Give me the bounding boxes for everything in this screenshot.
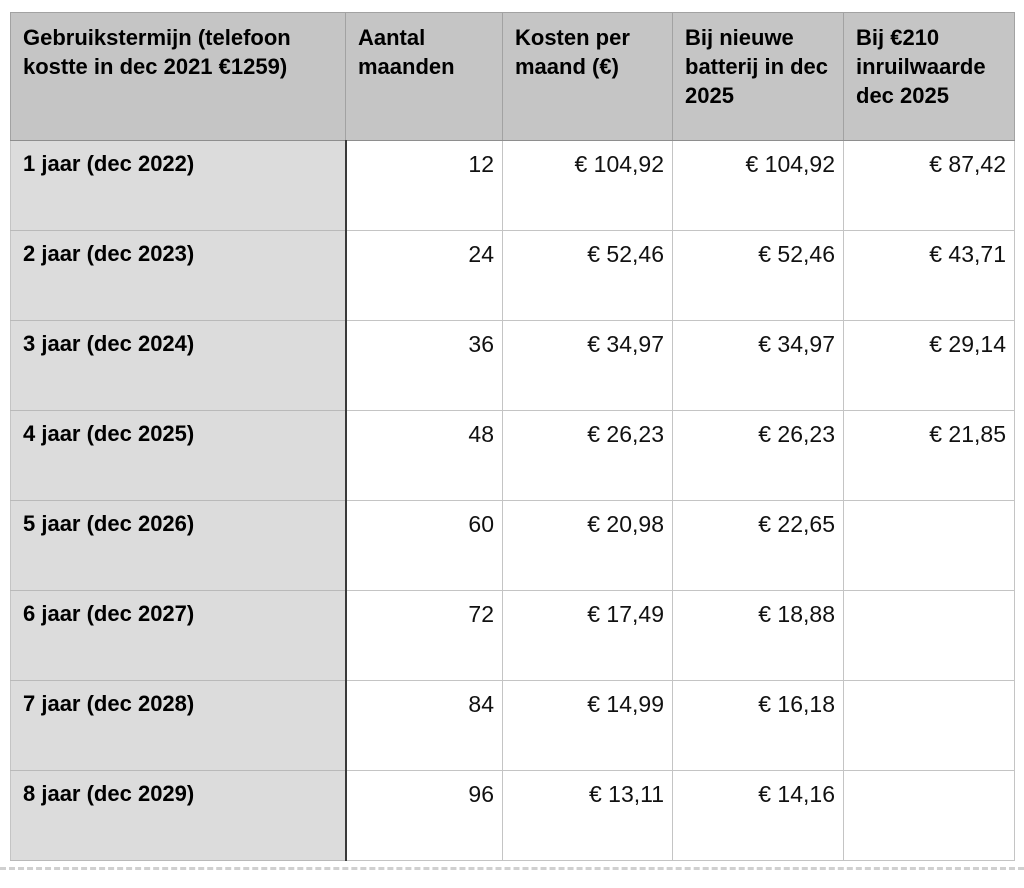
header-cell-gebruikstermijn: Gebruikstermijn (telefoon kostte in dec … [10, 12, 346, 141]
table-row: 1 jaar (dec 2022) 12 € 104,92 € 104,92 €… [10, 140, 1015, 231]
cost-per-month-cell: € 20,98 [502, 500, 673, 591]
months-cell: 24 [345, 230, 503, 321]
cost-per-month-cell: € 14,99 [502, 680, 673, 771]
row-label-cell: 2 jaar (dec 2023) [10, 230, 347, 321]
row-label-cell: 8 jaar (dec 2029) [10, 770, 347, 861]
cost-per-month-cell: € 52,46 [502, 230, 673, 321]
table-row: 5 jaar (dec 2026) 60 € 20,98 € 22,65 [10, 500, 1015, 591]
months-cell: 96 [345, 770, 503, 861]
row-label-cell: 4 jaar (dec 2025) [10, 410, 347, 501]
months-cell: 48 [345, 410, 503, 501]
new-battery-cell: € 104,92 [672, 140, 844, 231]
table-row: 3 jaar (dec 2024) 36 € 34,97 € 34,97 € 2… [10, 320, 1015, 411]
trade-in-cell: € 87,42 [843, 140, 1015, 231]
new-battery-cell: € 18,88 [672, 590, 844, 681]
trade-in-cell [843, 770, 1015, 861]
new-battery-cell: € 22,65 [672, 500, 844, 591]
cost-per-month-cell: € 17,49 [502, 590, 673, 681]
new-battery-cell: € 26,23 [672, 410, 844, 501]
header-cell-nieuwe-batterij: Bij nieuwe batterij in dec 2025 [672, 12, 844, 141]
trade-in-cell: € 43,71 [843, 230, 1015, 321]
header-cell-inruilwaarde: Bij €210 inruilwaarde dec 2025 [843, 12, 1015, 141]
cost-per-month-cell: € 13,11 [502, 770, 673, 861]
phone-cost-table: Gebruikstermijn (telefoon kostte in dec … [10, 12, 1015, 861]
table-row: 8 jaar (dec 2029) 96 € 13,11 € 14,16 [10, 770, 1015, 861]
cost-per-month-cell: € 34,97 [502, 320, 673, 411]
row-label-cell: 5 jaar (dec 2026) [10, 500, 347, 591]
table-row: 4 jaar (dec 2025) 48 € 26,23 € 26,23 € 2… [10, 410, 1015, 501]
row-label-cell: 7 jaar (dec 2028) [10, 680, 347, 771]
new-battery-cell: € 34,97 [672, 320, 844, 411]
trade-in-cell [843, 590, 1015, 681]
table-row: 2 jaar (dec 2023) 24 € 52,46 € 52,46 € 4… [10, 230, 1015, 321]
header-cell-kosten-per-maand: Kosten per maand (€) [502, 12, 673, 141]
bottom-dashed-divider [0, 867, 1024, 870]
new-battery-cell: € 52,46 [672, 230, 844, 321]
months-cell: 36 [345, 320, 503, 411]
row-label-cell: 3 jaar (dec 2024) [10, 320, 347, 411]
trade-in-cell: € 29,14 [843, 320, 1015, 411]
months-cell: 60 [345, 500, 503, 591]
new-battery-cell: € 16,18 [672, 680, 844, 771]
months-cell: 72 [345, 590, 503, 681]
row-label-cell: 1 jaar (dec 2022) [10, 140, 347, 231]
table-row: 6 jaar (dec 2027) 72 € 17,49 € 18,88 [10, 590, 1015, 681]
cost-per-month-cell: € 26,23 [502, 410, 673, 501]
months-cell: 12 [345, 140, 503, 231]
header-cell-aantal-maanden: Aantal maanden [345, 12, 503, 141]
trade-in-cell: € 21,85 [843, 410, 1015, 501]
phone-cost-sheet: Gebruikstermijn (telefoon kostte in dec … [0, 12, 1024, 888]
new-battery-cell: € 14,16 [672, 770, 844, 861]
trade-in-cell [843, 680, 1015, 771]
header-row: Gebruikstermijn (telefoon kostte in dec … [10, 12, 1015, 141]
cost-per-month-cell: € 104,92 [502, 140, 673, 231]
months-cell: 84 [345, 680, 503, 771]
table-row: 7 jaar (dec 2028) 84 € 14,99 € 16,18 [10, 680, 1015, 771]
trade-in-cell [843, 500, 1015, 591]
row-label-cell: 6 jaar (dec 2027) [10, 590, 347, 681]
